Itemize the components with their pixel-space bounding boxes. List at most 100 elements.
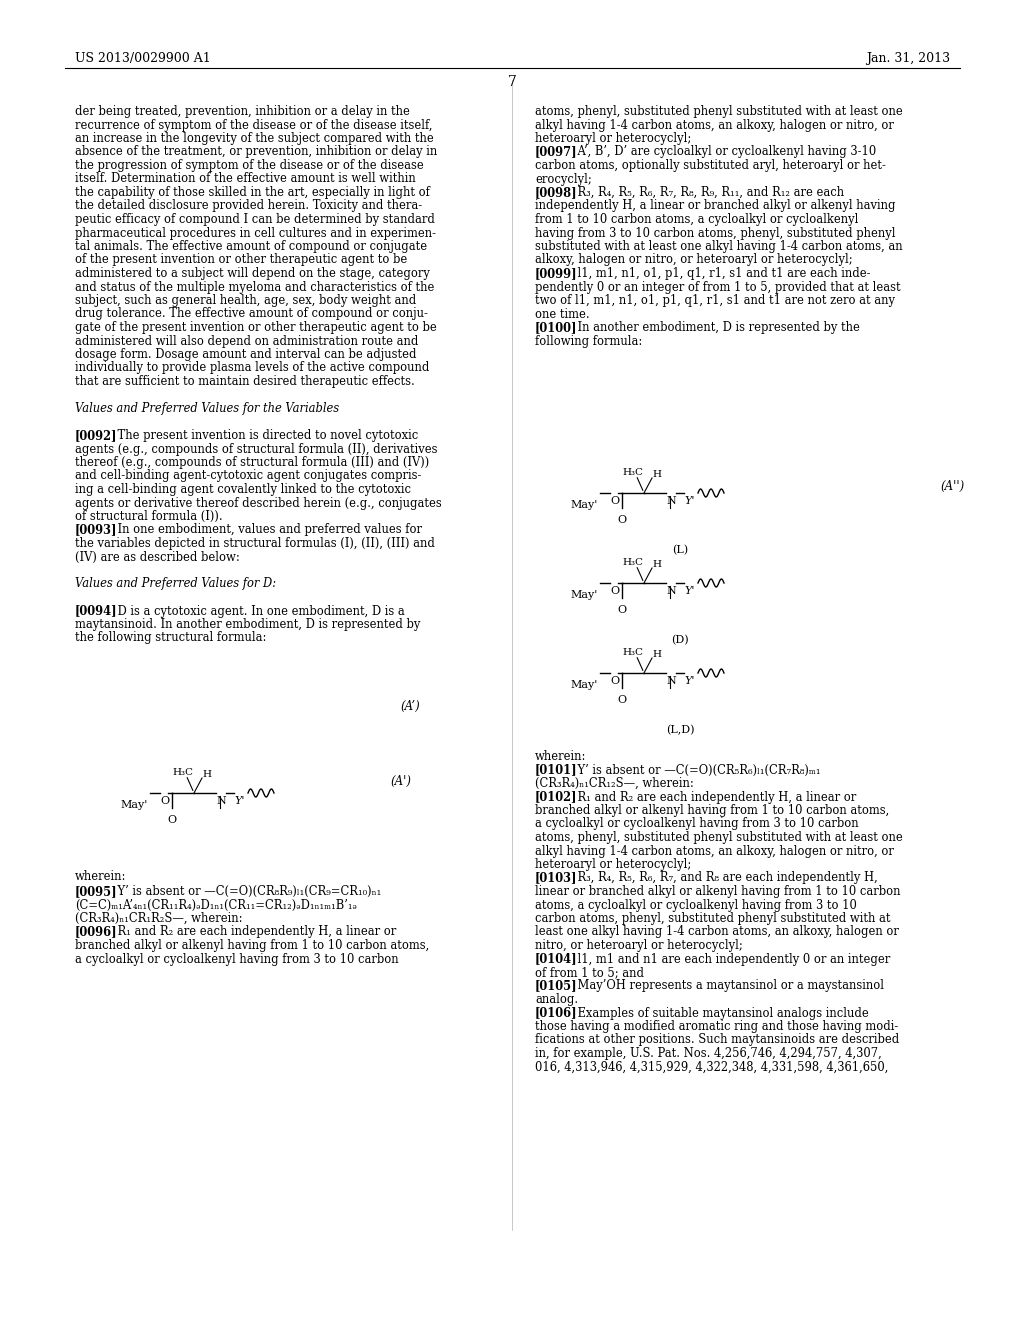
Text: itself. Determination of the effective amount is well within: itself. Determination of the effective a… xyxy=(75,173,416,186)
Text: two of l1, m1, n1, o1, p1, q1, r1, s1 and t1 are not zero at any: two of l1, m1, n1, o1, p1, q1, r1, s1 an… xyxy=(535,294,895,308)
Text: in, for example, U.S. Pat. Nos. 4,256,746, 4,294,757, 4,307,: in, for example, U.S. Pat. Nos. 4,256,74… xyxy=(535,1047,882,1060)
Text: fications at other positions. Such maytansinoids are described: fications at other positions. Such mayta… xyxy=(535,1034,899,1047)
Text: atoms, phenyl, substituted phenyl substituted with at least one: atoms, phenyl, substituted phenyl substi… xyxy=(535,106,903,117)
Text: In another embodiment, D is represented by the: In another embodiment, D is represented … xyxy=(563,321,860,334)
Text: [0099]: [0099] xyxy=(535,267,578,280)
Text: atoms, a cycloalkyl or cycloalkenyl having from 3 to 10: atoms, a cycloalkyl or cycloalkenyl havi… xyxy=(535,899,857,912)
Text: H: H xyxy=(652,470,662,479)
Text: May': May' xyxy=(570,500,597,510)
Text: Values and Preferred Values for D:: Values and Preferred Values for D: xyxy=(75,578,276,590)
Text: R₁ and R₂ are each independently H, a linear or: R₁ and R₂ are each independently H, a li… xyxy=(563,791,856,804)
Text: A’, B’, D’ are cycloalkyl or cycloalkenyl having 3-10: A’, B’, D’ are cycloalkyl or cycloalkeny… xyxy=(563,145,877,158)
Text: Y': Y' xyxy=(234,796,245,807)
Text: N: N xyxy=(216,796,225,807)
Text: (A''): (A'') xyxy=(940,480,965,492)
Text: one time.: one time. xyxy=(535,308,590,321)
Text: [0102]: [0102] xyxy=(535,791,578,804)
Text: (CR₃R₄)ₙ₁CR₁R₂S—, wherein:: (CR₃R₄)ₙ₁CR₁R₂S—, wherein: xyxy=(75,912,243,925)
Text: analog.: analog. xyxy=(535,993,579,1006)
Text: (A’): (A’) xyxy=(400,700,420,713)
Text: 7: 7 xyxy=(508,75,516,88)
Text: from 1 to 10 carbon atoms, a cycloalkyl or cycloalkenyl: from 1 to 10 carbon atoms, a cycloalkyl … xyxy=(535,213,858,226)
Text: O: O xyxy=(610,496,620,506)
Text: [0097]: [0097] xyxy=(535,145,578,158)
Text: US 2013/0029900 A1: US 2013/0029900 A1 xyxy=(75,51,211,65)
Text: the capability of those skilled in the art, especially in light of: the capability of those skilled in the a… xyxy=(75,186,430,199)
Text: Examples of suitable maytansinol analogs include: Examples of suitable maytansinol analogs… xyxy=(563,1006,868,1019)
Text: and cell-binding agent-cytotoxic agent conjugates compris-: and cell-binding agent-cytotoxic agent c… xyxy=(75,470,421,483)
Text: [0093]: [0093] xyxy=(75,524,118,536)
Text: [0095]: [0095] xyxy=(75,884,118,898)
Text: H₃C: H₃C xyxy=(172,768,193,777)
Text: the detailed disclosure provided herein. Toxicity and thera-: the detailed disclosure provided herein.… xyxy=(75,199,422,213)
Text: May': May' xyxy=(120,800,147,810)
Text: wherein:: wherein: xyxy=(535,750,587,763)
Text: drug tolerance. The effective amount of compound or conju-: drug tolerance. The effective amount of … xyxy=(75,308,428,321)
Text: of the present invention or other therapeutic agent to be: of the present invention or other therap… xyxy=(75,253,408,267)
Text: dosage form. Dosage amount and interval can be adjusted: dosage form. Dosage amount and interval … xyxy=(75,348,417,360)
Text: Values and Preferred Values for the Variables: Values and Preferred Values for the Vari… xyxy=(75,403,339,414)
Text: (IV) are as described below:: (IV) are as described below: xyxy=(75,550,240,564)
Text: agents or derivative thereof described herein (e.g., conjugates: agents or derivative thereof described h… xyxy=(75,496,441,510)
Text: R₁ and R₂ are each independently H, a linear or: R₁ and R₂ are each independently H, a li… xyxy=(102,925,396,939)
Text: gate of the present invention or other therapeutic agent to be: gate of the present invention or other t… xyxy=(75,321,437,334)
Text: having from 3 to 10 carbon atoms, phenyl, substituted phenyl: having from 3 to 10 carbon atoms, phenyl… xyxy=(535,227,896,239)
Text: administered to a subject will depend on the stage, category: administered to a subject will depend on… xyxy=(75,267,430,280)
Text: H₃C: H₃C xyxy=(622,648,643,657)
Text: H: H xyxy=(652,649,662,659)
Text: N: N xyxy=(666,496,676,506)
Text: In one embodiment, values and preferred values for: In one embodiment, values and preferred … xyxy=(102,524,422,536)
Text: [0100]: [0100] xyxy=(535,321,578,334)
Text: Y': Y' xyxy=(684,586,694,597)
Text: Y': Y' xyxy=(684,496,694,506)
Text: H: H xyxy=(652,560,662,569)
Text: May’OH represents a maytansinol or a maystansinol: May’OH represents a maytansinol or a may… xyxy=(563,979,884,993)
Text: [0101]: [0101] xyxy=(535,763,578,776)
Text: those having a modified aromatic ring and those having modi-: those having a modified aromatic ring an… xyxy=(535,1020,898,1034)
Text: an increase in the longevity of the subject compared with the: an increase in the longevity of the subj… xyxy=(75,132,434,145)
Text: [0104]: [0104] xyxy=(535,953,578,965)
Text: 016, 4,313,946, 4,315,929, 4,322,348, 4,331,598, 4,361,650,: 016, 4,313,946, 4,315,929, 4,322,348, 4,… xyxy=(535,1060,889,1073)
Text: of structural formula (I)).: of structural formula (I)). xyxy=(75,510,222,523)
Text: R₃, R₄, R₅, R₆, R₇, R₈, R₉, R₁₁, and R₁₂ are each: R₃, R₄, R₅, R₆, R₇, R₈, R₉, R₁₁, and R₁₂… xyxy=(563,186,844,199)
Text: a cycloalkyl or cycloalkenyl having from 3 to 10 carbon: a cycloalkyl or cycloalkenyl having from… xyxy=(75,953,398,965)
Text: der being treated, prevention, inhibition or a delay in the: der being treated, prevention, inhibitio… xyxy=(75,106,410,117)
Text: [0098]: [0098] xyxy=(535,186,578,199)
Text: carbon atoms, optionally substituted aryl, heteroaryl or het-: carbon atoms, optionally substituted ary… xyxy=(535,158,886,172)
Text: the variables depicted in structural formulas (I), (II), (III) and: the variables depicted in structural for… xyxy=(75,537,435,550)
Text: the progression of symptom of the disease or of the disease: the progression of symptom of the diseas… xyxy=(75,158,424,172)
Text: (C=C)ₘ₁A’₄ₙ₁(CR₁₁R₄)ₔD₁ₙ₁(CR₁₁=CR₁₂)ₔD₁ₙ₁ₘ₁B’₁ₔ: (C=C)ₘ₁A’₄ₙ₁(CR₁₁R₄)ₔD₁ₙ₁(CR₁₁=CR₁₂)ₔD₁ₙ… xyxy=(75,899,357,912)
Text: l1, m1, n1, o1, p1, q1, r1, s1 and t1 are each inde-: l1, m1, n1, o1, p1, q1, r1, s1 and t1 ar… xyxy=(563,267,870,280)
Text: H₃C: H₃C xyxy=(622,469,643,477)
Text: and status of the multiple myeloma and characteristics of the: and status of the multiple myeloma and c… xyxy=(75,281,434,293)
Text: May': May' xyxy=(570,590,597,601)
Text: thereof (e.g., compounds of structural formula (III) and (IV)): thereof (e.g., compounds of structural f… xyxy=(75,455,429,469)
Text: tal animals. The effective amount of compound or conjugate: tal animals. The effective amount of com… xyxy=(75,240,427,253)
Text: maytansinoid. In another embodiment, D is represented by: maytansinoid. In another embodiment, D i… xyxy=(75,618,421,631)
Text: alkyl having 1-4 carbon atoms, an alkoxy, halogen or nitro, or: alkyl having 1-4 carbon atoms, an alkoxy… xyxy=(535,845,894,858)
Text: absence of the treatment, or prevention, inhibition or delay in: absence of the treatment, or prevention,… xyxy=(75,145,437,158)
Text: The present invention is directed to novel cytotoxic: The present invention is directed to nov… xyxy=(102,429,418,442)
Text: wherein:: wherein: xyxy=(75,870,126,883)
Text: (L): (L) xyxy=(672,545,688,556)
Text: [0103]: [0103] xyxy=(535,871,578,884)
Text: individually to provide plasma levels of the active compound: individually to provide plasma levels of… xyxy=(75,362,429,375)
Text: the following structural formula:: the following structural formula: xyxy=(75,631,266,644)
Text: nitro, or heteroaryl or heterocyclyl;: nitro, or heteroaryl or heterocyclyl; xyxy=(535,939,742,952)
Text: O: O xyxy=(617,696,626,705)
Text: of from 1 to 5; and: of from 1 to 5; and xyxy=(535,966,644,979)
Text: O: O xyxy=(160,796,169,807)
Text: O: O xyxy=(610,586,620,597)
Text: that are sufficient to maintain desired therapeutic effects.: that are sufficient to maintain desired … xyxy=(75,375,415,388)
Text: [0092]: [0092] xyxy=(75,429,118,442)
Text: R₃, R₄, R₅, R₆, R₇, and R₈ are each independently H,: R₃, R₄, R₅, R₆, R₇, and R₈ are each inde… xyxy=(563,871,878,884)
Text: [0096]: [0096] xyxy=(75,925,118,939)
Text: agents (e.g., compounds of structural formula (II), derivatives: agents (e.g., compounds of structural fo… xyxy=(75,442,437,455)
Text: O: O xyxy=(610,676,620,686)
Text: linear or branched alkyl or alkenyl having from 1 to 10 carbon: linear or branched alkyl or alkenyl havi… xyxy=(535,884,900,898)
Text: Jan. 31, 2013: Jan. 31, 2013 xyxy=(866,51,950,65)
Text: (L,D): (L,D) xyxy=(666,725,694,735)
Text: ing a cell-binding agent covalently linked to the cytotoxic: ing a cell-binding agent covalently link… xyxy=(75,483,411,496)
Text: heteroaryl or heterocyclyl;: heteroaryl or heterocyclyl; xyxy=(535,858,691,871)
Text: (CR₃R₄)ₙ₁CR₁₂S—, wherein:: (CR₃R₄)ₙ₁CR₁₂S—, wherein: xyxy=(535,777,693,789)
